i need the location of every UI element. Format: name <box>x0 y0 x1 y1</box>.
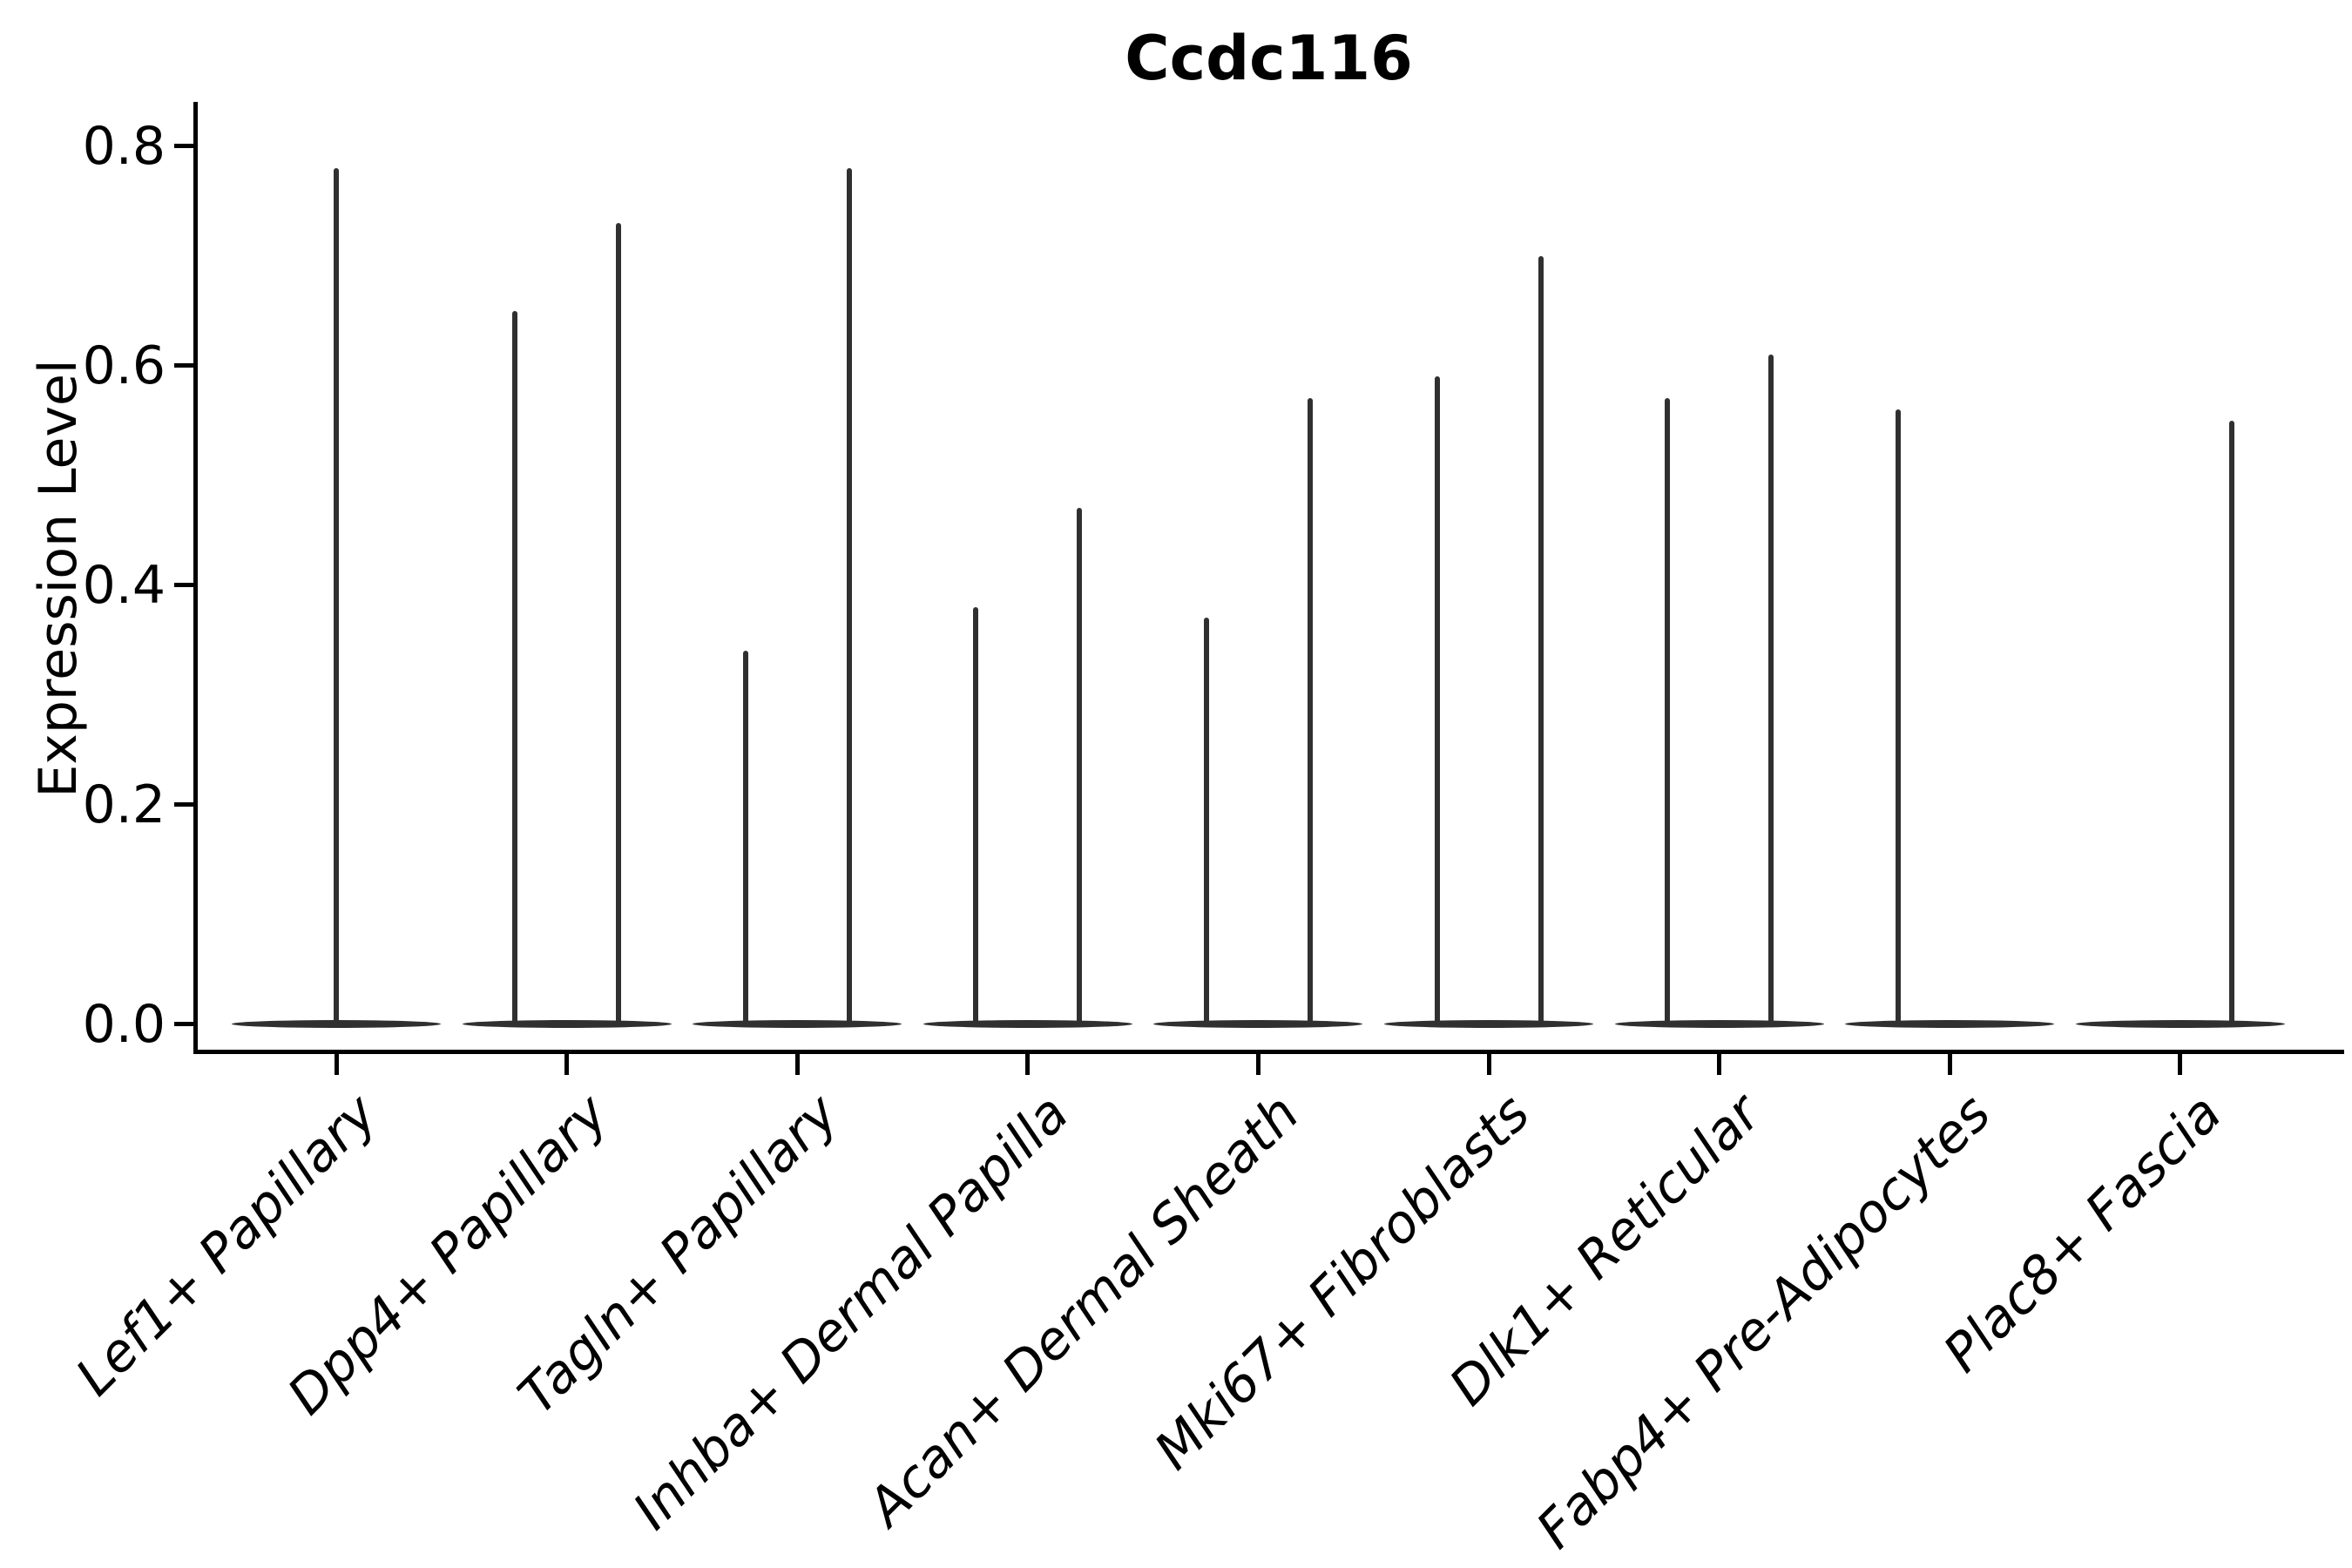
violin-spike <box>1665 398 1671 1027</box>
violin-spike <box>1203 618 1209 1027</box>
violin-base <box>1153 1020 1363 1028</box>
x-tick-mark <box>564 1054 570 1075</box>
violin-base <box>693 1020 902 1028</box>
violin-spike <box>1077 508 1083 1027</box>
violin-base <box>923 1020 1132 1028</box>
y-tick-mark <box>174 144 193 148</box>
y-tick-mark <box>174 802 193 807</box>
x-category-label: Inhba+ Dermal Papilla <box>622 1083 1081 1542</box>
violin-base <box>1845 1020 2055 1028</box>
y-tick-label: 0.4 <box>82 554 166 616</box>
y-tick-mark <box>174 363 193 368</box>
x-category-label: Mki67+ Fibroblasts <box>1143 1083 1542 1482</box>
violin-spike <box>973 606 979 1027</box>
violin-base <box>2075 1020 2285 1028</box>
x-tick-mark <box>1255 1054 1260 1075</box>
x-category-label: Fabp4+ Pre-Adipocytes <box>1524 1083 2003 1561</box>
violin-spike <box>512 310 518 1027</box>
violin-spike <box>742 651 748 1027</box>
x-tick-mark <box>794 1054 800 1075</box>
violin-spike <box>1895 409 1901 1027</box>
x-tick-mark <box>1025 1054 1031 1075</box>
violin-base <box>462 1020 672 1028</box>
y-axis-spine <box>193 102 198 1054</box>
y-tick-label: 0.8 <box>82 115 166 177</box>
violin-spike <box>1538 255 1544 1027</box>
x-category-label: Acan+ Dermal Sheath <box>856 1083 1312 1538</box>
violin-spike <box>1768 354 1774 1027</box>
x-tick-mark <box>334 1054 339 1075</box>
violin-spike <box>334 167 339 1027</box>
x-tick-mark <box>1486 1054 1491 1075</box>
chart-title: Ccdc116 <box>1125 23 1413 94</box>
x-tick-mark <box>2178 1054 2183 1075</box>
x-axis-spine <box>193 1050 2344 1054</box>
violin-spike <box>2229 420 2235 1027</box>
violin-spike <box>1434 376 1440 1027</box>
violin-base <box>1384 1020 1593 1028</box>
violin-spike <box>846 167 852 1027</box>
violin-spike <box>1307 398 1313 1027</box>
y-tick-label: 0.0 <box>82 993 166 1055</box>
x-tick-mark <box>1947 1054 1952 1075</box>
violin-spike <box>616 222 622 1027</box>
y-tick-mark <box>174 583 193 587</box>
y-tick-label: 0.6 <box>82 335 166 396</box>
violin-base <box>1614 1020 1824 1028</box>
x-tick-mark <box>1717 1054 1722 1075</box>
y-tick-mark <box>174 1022 193 1026</box>
y-tick-label: 0.2 <box>82 774 166 835</box>
